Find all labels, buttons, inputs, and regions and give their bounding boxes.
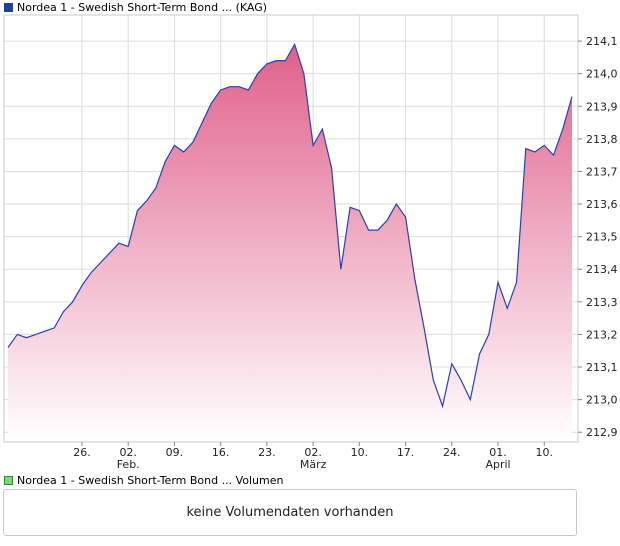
price-legend-swatch	[4, 2, 13, 12]
y-tick-label: 213,5	[586, 231, 618, 244]
x-tick-month-label: März	[300, 458, 327, 470]
x-tick-label: 17.	[397, 446, 415, 459]
x-tick-label: 02.	[304, 446, 322, 459]
y-tick-label: 213,2	[586, 328, 618, 341]
x-tick-label: 01.	[489, 446, 507, 459]
price-line[interactable]	[7, 42, 573, 409]
price-area	[8, 44, 572, 443]
y-tick-label: 213,8	[586, 133, 618, 146]
x-tick-label: 16.	[212, 446, 230, 459]
y-tick-label: 213,7	[586, 165, 618, 178]
x-tick-month-label: Feb.	[117, 458, 140, 470]
price-legend-label: Nordea 1 - Swedish Short-Term Bond ... (…	[17, 0, 268, 14]
y-axis: 214,1 214,0 213,9 213,8 213,7 213,6 213,5 213,4…	[578, 35, 618, 439]
volume-panel: keine Volumendaten vorhanden	[3, 489, 577, 536]
y-tick-label: 213,0	[586, 394, 618, 407]
no-volume-message: keine Volumendaten vorhanden	[186, 505, 394, 520]
y-tick-label: 214,0	[586, 68, 618, 81]
y-tick-label: 213,6	[586, 198, 618, 211]
price-legend: Nordea 1 - Swedish Short-Term Bond ... (…	[4, 0, 267, 14]
y-tick-label: 213,3	[586, 296, 618, 309]
y-tick-label: 213,4	[586, 263, 618, 276]
y-tick-label: 213,1	[586, 361, 618, 374]
x-tick-label: 02.	[119, 446, 137, 459]
x-tick-label: 09.	[166, 446, 184, 459]
y-tick-label: 212,9	[586, 426, 618, 439]
volume-legend-label: Nordea 1 - Swedish Short-Term Bond ... V…	[17, 473, 284, 487]
x-tick-label: 10.	[351, 446, 369, 459]
y-tick-label: 214,1	[586, 35, 618, 48]
x-tick-label: 10.	[536, 446, 554, 459]
plot-frame	[3, 14, 579, 443]
price-chart[interactable]: 214,1 214,0 213,9 213,8 213,7 213,6 213,5 213,4…	[0, 0, 620, 470]
x-tick-label: 26.	[73, 446, 91, 459]
x-tick-label: 24.	[443, 446, 461, 459]
x-tick-month-label: April	[485, 458, 510, 470]
volume-legend: Nordea 1 - Swedish Short-Term Bond ... V…	[4, 473, 283, 487]
volume-legend-swatch	[4, 475, 13, 485]
x-tick-label: 23.	[258, 446, 276, 459]
y-tick-label: 213,9	[586, 100, 618, 113]
